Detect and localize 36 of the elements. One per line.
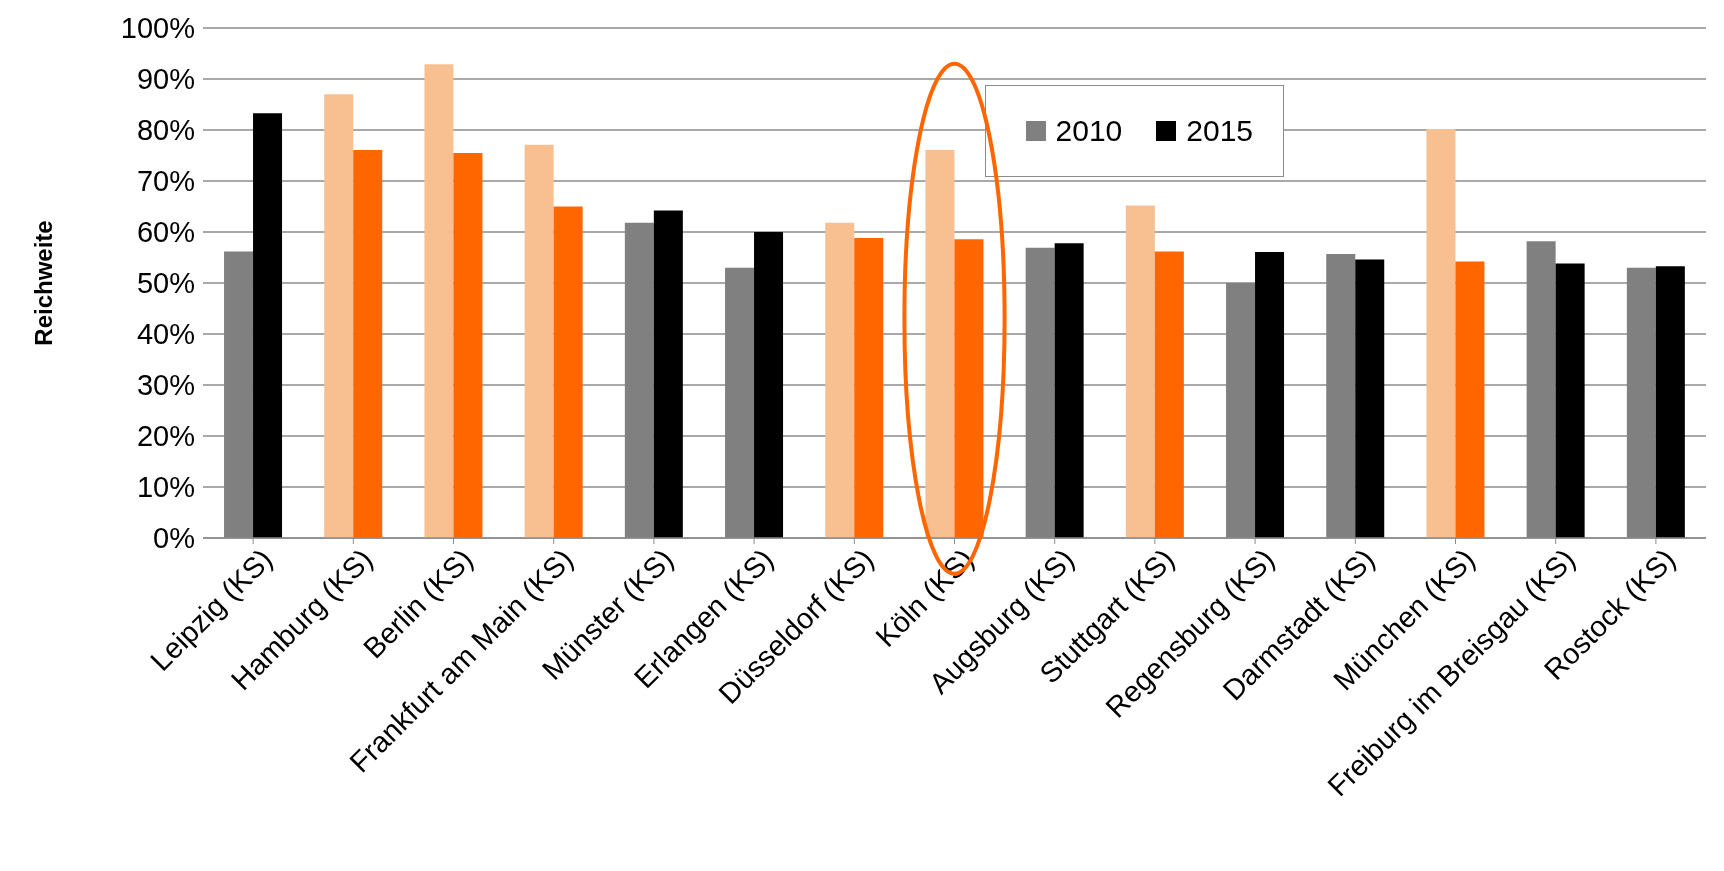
bar (524, 144, 554, 538)
bar (754, 232, 784, 538)
y-tick-label: 40% (136, 318, 195, 351)
legend-label: 2015 (1186, 114, 1254, 148)
bar (1426, 128, 1456, 538)
bar (1555, 263, 1585, 538)
bar (1054, 243, 1084, 538)
y-tick-label: 70% (136, 165, 195, 198)
bar (954, 239, 984, 538)
y-tick-label: 90% (136, 63, 195, 96)
bar (854, 238, 884, 538)
bar (925, 149, 955, 538)
bar (1154, 251, 1184, 538)
y-axis-title: Reichweite (30, 220, 58, 346)
bar (453, 152, 483, 538)
bar (424, 64, 454, 538)
y-tick-label: 10% (136, 471, 195, 504)
bar (324, 94, 354, 538)
bar (825, 222, 855, 538)
y-tick-label: 0% (153, 522, 195, 555)
bar (1455, 261, 1485, 538)
bar (1655, 266, 1685, 538)
bar (1355, 259, 1385, 538)
y-tick-label: 30% (136, 369, 195, 402)
legend-label: 2010 (1055, 114, 1123, 148)
y-tick-label: 20% (136, 420, 195, 453)
bar (253, 113, 283, 538)
bar (1125, 205, 1155, 538)
bar (1255, 251, 1285, 538)
y-tick-label: 60% (136, 216, 195, 249)
y-tick-label: 100% (120, 12, 195, 45)
y-tick-label: 50% (136, 267, 195, 300)
bar (553, 206, 583, 538)
bar (653, 210, 683, 538)
y-tick-label: 80% (136, 114, 195, 147)
bar (353, 149, 383, 538)
